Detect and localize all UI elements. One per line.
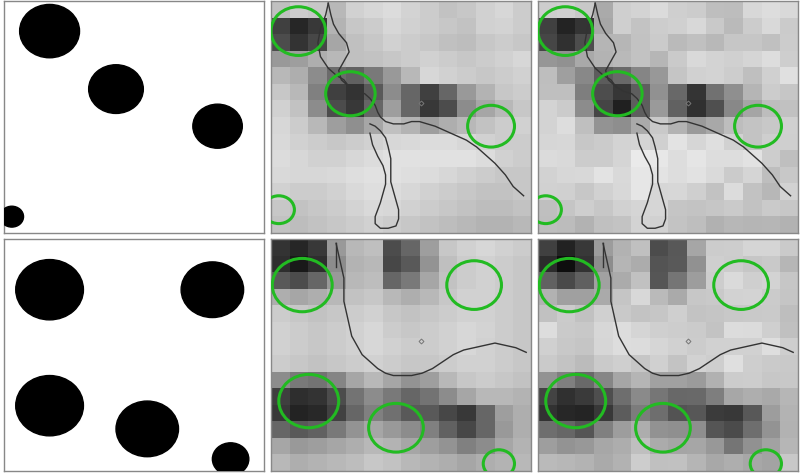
Circle shape bbox=[212, 443, 249, 473]
Circle shape bbox=[16, 260, 83, 320]
Circle shape bbox=[16, 376, 83, 436]
Circle shape bbox=[181, 262, 244, 317]
Circle shape bbox=[20, 4, 79, 58]
Circle shape bbox=[89, 65, 143, 114]
Circle shape bbox=[116, 401, 178, 457]
Circle shape bbox=[0, 206, 23, 227]
Circle shape bbox=[193, 104, 242, 148]
